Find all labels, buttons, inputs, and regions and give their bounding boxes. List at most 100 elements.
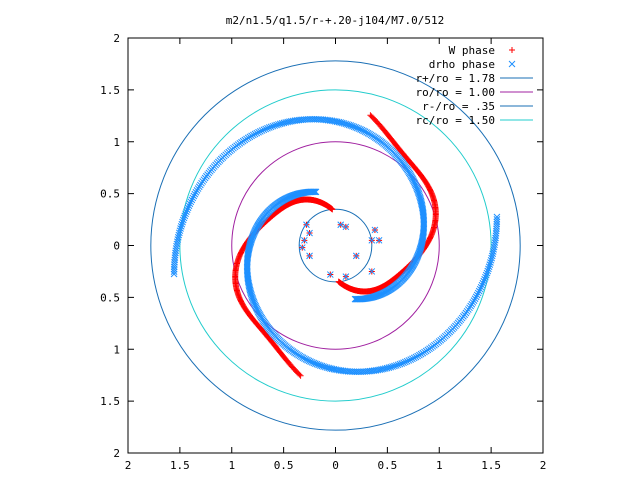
drho-phase-point bbox=[301, 236, 308, 244]
drho-phase-point bbox=[245, 279, 252, 287]
drho-phase-point bbox=[410, 354, 418, 362]
drho-phase-point bbox=[170, 270, 178, 278]
drho-phase-point bbox=[412, 353, 420, 361]
legend-label: r+/ro = 1.78 bbox=[416, 72, 495, 85]
drho-phase-point bbox=[474, 289, 482, 297]
drho-phase-point bbox=[306, 229, 313, 237]
x-tick-label: 1.5 bbox=[170, 459, 190, 472]
drho-phase-point bbox=[182, 210, 189, 218]
drho-phase-point bbox=[375, 236, 383, 244]
drho-phase-point bbox=[180, 214, 188, 222]
y-tick-label: 1 bbox=[113, 136, 120, 149]
drho-phase-point bbox=[476, 285, 484, 293]
drho-phase-point bbox=[396, 360, 404, 368]
w-phase-point bbox=[296, 371, 303, 378]
legend-label: W phase bbox=[449, 44, 495, 57]
drho-phase-point bbox=[179, 218, 186, 226]
drho-phase-point bbox=[475, 287, 483, 295]
x-tick-label: 1 bbox=[436, 459, 443, 472]
drho-phase-point bbox=[389, 363, 396, 370]
drho-phase-point bbox=[473, 291, 481, 299]
drho-phase-point bbox=[253, 129, 261, 137]
reference-circle bbox=[231, 141, 440, 350]
drho-phase-point bbox=[400, 359, 407, 367]
drho-phase-point bbox=[177, 223, 185, 230]
drho-phase-point bbox=[271, 122, 279, 129]
y-tick-label: 1.5 bbox=[100, 395, 120, 408]
drho-phase-point bbox=[256, 128, 264, 135]
reference-circle bbox=[150, 60, 521, 431]
w-phase-point bbox=[368, 113, 375, 120]
legend-label: drho phase bbox=[429, 58, 495, 71]
drho-phase-point bbox=[326, 271, 334, 278]
drho-phase-point bbox=[418, 203, 426, 210]
drho-phase-point bbox=[419, 204, 426, 212]
x-tick-label: 0 bbox=[332, 459, 339, 472]
drho-phase-point bbox=[482, 271, 490, 279]
drho-phase-point bbox=[485, 265, 492, 273]
drho-phase-point bbox=[264, 124, 271, 132]
drho-phase-point bbox=[414, 352, 422, 360]
y-tick-label: 0 bbox=[113, 240, 120, 253]
drho-phase-point bbox=[337, 221, 345, 229]
x-tick-label: 2 bbox=[125, 459, 132, 472]
drho-phase-point bbox=[385, 364, 393, 371]
drho-phase-point bbox=[368, 268, 376, 275]
drho-phase-point bbox=[176, 227, 184, 235]
drho-phase-point bbox=[487, 259, 494, 266]
y-tick-label: 1.5 bbox=[100, 84, 120, 97]
drho-phase-point bbox=[484, 267, 492, 275]
x-tick-label: 1.5 bbox=[481, 459, 501, 472]
drho-phase-point bbox=[255, 128, 262, 136]
drho-phase-point bbox=[187, 198, 195, 206]
drho-phase-point bbox=[186, 200, 194, 208]
x-tick-label: 2 bbox=[540, 459, 547, 472]
reference-circles bbox=[150, 60, 521, 431]
drho-phase-point bbox=[258, 127, 266, 134]
drho-phase-point bbox=[276, 120, 284, 128]
axis-ticks: 2 1.5 1 0.5 0 0.5 1 1.5 221.510.500.511.52 bbox=[100, 32, 546, 472]
drho-phase-point bbox=[184, 204, 192, 212]
drho-phase-point bbox=[273, 121, 280, 129]
drho-phase-point bbox=[479, 279, 487, 287]
chart-title: m2/n1.5/q1.5/r-+.20-j104/M7.0/512 bbox=[226, 14, 445, 27]
drho-phase-point bbox=[471, 295, 479, 303]
drho-phase-point bbox=[189, 194, 197, 202]
drho-phase-point bbox=[190, 192, 198, 200]
reference-circle bbox=[179, 89, 492, 402]
legend-label: r-/ro = .35 bbox=[422, 100, 495, 113]
drho-phase-point bbox=[405, 357, 413, 364]
drho-phase-point bbox=[407, 356, 415, 363]
y-tick-label: 1 bbox=[113, 343, 120, 356]
drho-phase-point bbox=[477, 283, 485, 291]
drho-phase-point bbox=[387, 363, 395, 371]
drho-phase-point bbox=[485, 263, 493, 271]
drho-phase-point bbox=[303, 221, 310, 229]
drho-phase-point bbox=[275, 121, 282, 128]
drho-phase-point bbox=[409, 355, 416, 363]
drho-phase-point bbox=[251, 130, 259, 138]
drho-phase-point bbox=[306, 252, 313, 260]
drho-phase-point bbox=[493, 216, 501, 223]
drho-phase-point bbox=[392, 362, 400, 369]
drho-phase-point bbox=[178, 220, 186, 228]
legend-label: ro/ro = 1.00 bbox=[416, 86, 495, 99]
drho-phase-point bbox=[391, 362, 398, 370]
legend-swatch bbox=[509, 47, 515, 53]
drho-phase-point bbox=[193, 187, 201, 194]
drho-phase-point bbox=[188, 196, 196, 204]
drho-phase-point bbox=[493, 213, 501, 221]
drho-phase-point bbox=[245, 281, 253, 288]
drho-phase-point bbox=[191, 190, 199, 198]
x-tick-label: 1 bbox=[228, 459, 235, 472]
w-phase-point bbox=[297, 372, 304, 379]
drho-phase-point bbox=[248, 132, 255, 140]
drho-phase-point bbox=[478, 281, 486, 289]
drho-phase-point bbox=[469, 299, 477, 306]
drho-phase-point bbox=[342, 223, 350, 231]
drho-phase-point bbox=[262, 125, 270, 133]
drho-phase-point bbox=[170, 268, 178, 275]
y-tick-label: 2 bbox=[113, 447, 120, 460]
